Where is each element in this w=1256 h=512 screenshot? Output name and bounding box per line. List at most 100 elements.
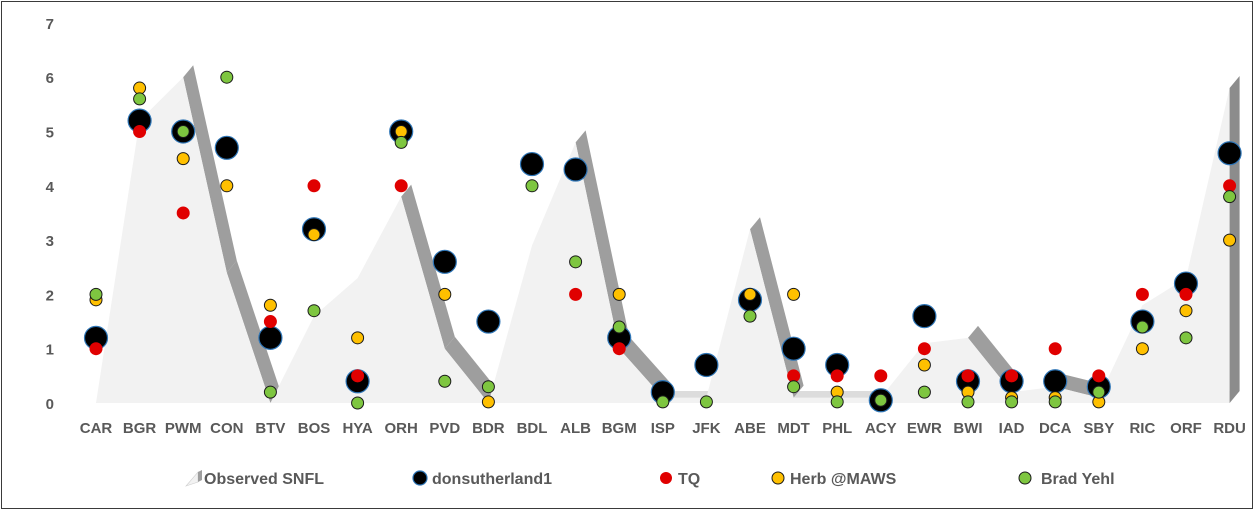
legend-donsutherland1-icon <box>412 470 428 486</box>
x-tick-label: BGM <box>602 420 637 437</box>
brad-yehl-point <box>1048 395 1062 409</box>
donsutherland1-point <box>1043 369 1068 394</box>
tq-point <box>176 206 190 220</box>
brad-yehl-point <box>133 92 147 106</box>
donsutherland1-point <box>912 304 937 329</box>
donsutherland1-point <box>432 249 457 274</box>
y-tick-label: 5 <box>46 125 54 142</box>
donsutherland1-point <box>214 135 239 160</box>
donsutherland1-point <box>1217 141 1242 166</box>
tq-point <box>874 369 888 383</box>
tq-point <box>1135 287 1149 301</box>
brad-yehl-point <box>874 393 888 407</box>
legend-donsutherland1-label: donsutherland1 <box>432 471 552 488</box>
donsutherland1-point <box>563 157 588 182</box>
brad-yehl-point <box>612 320 626 334</box>
brad-yehl-point <box>263 385 277 399</box>
donsutherland1-point <box>258 325 283 350</box>
y-tick-label: 1 <box>46 342 54 359</box>
observed-area-side <box>183 65 237 273</box>
observed-area-layer <box>96 65 1240 403</box>
x-tick-label: ABE <box>734 420 766 437</box>
herb-maws-point <box>481 395 495 409</box>
axis-layer: 0 1 2 3 4 5 6 7 CAR BGR PWM CON BTV BOS HYA ORH PVD BDR BD… <box>46 16 1246 437</box>
x-tick-label: SBY <box>1083 420 1114 437</box>
herb-maws-point <box>1179 304 1193 318</box>
y-tick-label: 2 <box>46 287 54 304</box>
x-tick-label: ORH <box>385 420 418 437</box>
brad-yehl-point <box>220 70 234 84</box>
brad-yehl-point <box>1092 385 1106 399</box>
herb-maws-point <box>1135 342 1149 356</box>
tq-point <box>351 369 365 383</box>
brad-yehl-point <box>1135 320 1149 334</box>
legend-brad-yehl-icon <box>1018 471 1032 485</box>
x-tick-label: CON <box>210 420 243 437</box>
y-tick-label: 4 <box>46 179 55 196</box>
x-tick-label: ISP <box>651 420 675 437</box>
tq-point <box>1048 342 1062 356</box>
x-tick-label: BOS <box>298 420 331 437</box>
herb-maws-point <box>351 331 365 345</box>
tq-point <box>133 125 147 138</box>
x-tick-label: ALB <box>560 420 591 437</box>
x-tick-label: RIC <box>1129 420 1155 437</box>
x-tick-label: BGR <box>123 420 157 437</box>
tq-point <box>1005 369 1019 383</box>
tq-point <box>830 369 844 383</box>
tq-point <box>612 342 626 356</box>
x-tick-label: JFK <box>692 420 721 437</box>
donsutherland1-point <box>781 336 806 361</box>
x-tick-label: ORF <box>1170 420 1202 437</box>
herb-maws-point <box>438 287 452 301</box>
x-tick-label: DCA <box>1039 420 1072 437</box>
y-tick-label: 0 <box>46 396 54 413</box>
tq-point <box>394 179 408 193</box>
brad-yehl-point <box>481 380 495 394</box>
y-tick-label: 3 <box>46 233 54 250</box>
x-tick-label: MDT <box>777 420 810 437</box>
legend-brad-yehl-label: Brad Yehl <box>1041 471 1115 488</box>
brad-yehl-point <box>1005 395 1019 409</box>
tq-point <box>569 287 583 301</box>
brad-yehl-point <box>307 304 321 318</box>
x-tick-label: HYA <box>342 420 372 437</box>
observed-area-side <box>401 184 455 349</box>
donsutherland1-point <box>476 309 501 334</box>
tq-point <box>263 315 277 329</box>
legend-tq-icon <box>660 472 672 484</box>
x-tick-label: CAR <box>80 420 113 437</box>
tq-point <box>1223 179 1237 193</box>
herb-maws-point <box>133 81 147 95</box>
tq-point <box>787 369 801 383</box>
brad-yehl-point <box>176 125 190 138</box>
x-tick-label: BDR <box>472 420 505 437</box>
herb-maws-point <box>263 298 277 312</box>
brad-yehl-point <box>394 135 408 149</box>
legend-observed-label: Observed SNFL <box>204 471 324 488</box>
brad-yehl-point <box>743 309 757 323</box>
brad-yehl-point <box>656 395 670 409</box>
legend-herb-maws-label: Herb @MAWS <box>790 471 897 488</box>
tq-point <box>89 342 103 356</box>
herb-maws-point <box>917 358 931 372</box>
brad-yehl-point <box>917 385 931 399</box>
donsutherland1-point <box>519 151 545 177</box>
x-tick-label: PWM <box>165 420 202 437</box>
observed-area <box>96 77 1230 403</box>
x-tick-label: ACY <box>865 420 897 437</box>
herb-maws-point <box>1223 233 1237 247</box>
brad-yehl-point <box>438 374 452 388</box>
y-tick-label: 7 <box>46 16 54 33</box>
observed-area-side <box>226 260 281 403</box>
brad-yehl-point <box>1179 331 1193 345</box>
herb-maws-point <box>394 125 408 138</box>
brad-yehl-point <box>525 179 539 193</box>
x-tick-label: BWI <box>953 420 982 437</box>
tq-point <box>1092 369 1106 383</box>
marker-layer <box>83 70 1242 413</box>
x-tick-label: BDL <box>517 420 548 437</box>
tq-point <box>307 179 321 193</box>
legend-observed-icon-side <box>198 470 202 482</box>
